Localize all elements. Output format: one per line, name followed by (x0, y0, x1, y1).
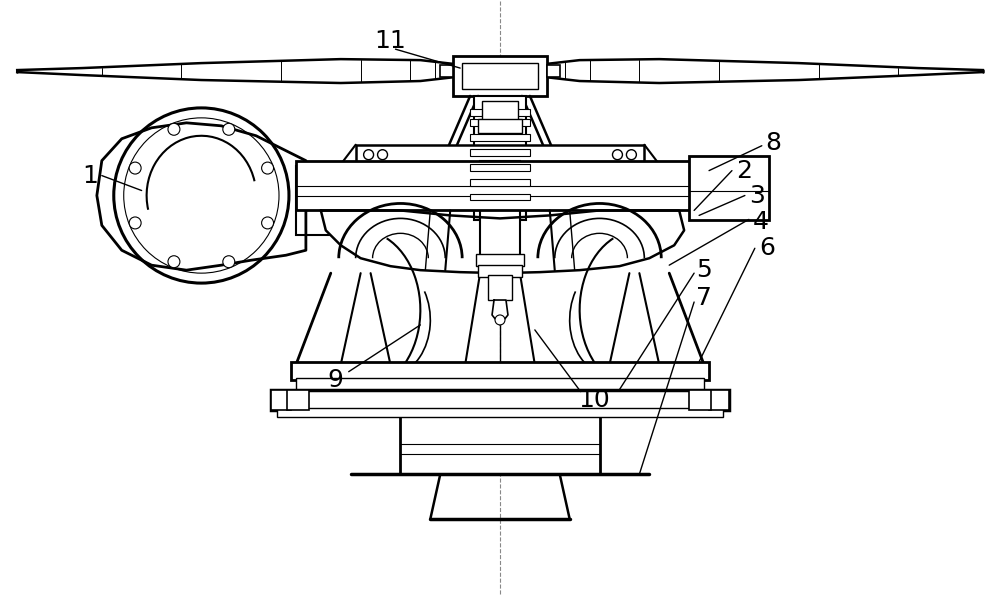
Bar (470, 179, 530, 185)
Bar (470, 134, 530, 141)
Circle shape (223, 123, 235, 135)
Bar (462, 63, 538, 89)
Text: 1: 1 (82, 163, 98, 188)
Bar (296, 160, 704, 210)
Circle shape (129, 162, 141, 174)
Bar (287, 390, 309, 409)
Bar (474, 96, 526, 220)
Bar (482, 101, 518, 121)
Text: 5: 5 (696, 258, 712, 282)
Bar (488, 275, 512, 300)
Bar (470, 149, 530, 156)
Text: 6: 6 (759, 236, 775, 260)
Circle shape (168, 123, 180, 135)
Bar (453, 56, 547, 96)
Bar (478, 265, 522, 277)
Bar (296, 378, 704, 390)
Bar (476, 254, 524, 266)
Bar (356, 145, 644, 165)
Bar (470, 163, 530, 171)
Text: 8: 8 (766, 131, 782, 155)
Bar (478, 119, 522, 133)
Bar (271, 390, 729, 409)
Circle shape (168, 256, 180, 268)
Text: 10: 10 (579, 387, 610, 412)
Circle shape (129, 217, 141, 229)
Text: 11: 11 (375, 29, 406, 53)
Polygon shape (492, 300, 508, 325)
Bar (277, 407, 723, 417)
Text: 4: 4 (753, 210, 769, 234)
Circle shape (612, 149, 622, 160)
Text: 2: 2 (736, 159, 752, 182)
Circle shape (223, 256, 235, 268)
Bar (470, 193, 530, 201)
Bar (480, 160, 520, 260)
Circle shape (378, 149, 388, 160)
Bar (296, 166, 356, 235)
Bar (689, 390, 711, 409)
Circle shape (626, 149, 636, 160)
Bar (470, 119, 530, 126)
Bar (689, 156, 769, 220)
Circle shape (364, 149, 374, 160)
Bar (271, 390, 291, 409)
Bar (470, 109, 530, 116)
Bar (547, 65, 560, 77)
Polygon shape (321, 210, 684, 273)
Text: 3: 3 (749, 184, 765, 207)
Bar (291, 362, 709, 379)
Bar (709, 390, 729, 409)
Circle shape (495, 315, 505, 325)
Text: 7: 7 (696, 286, 712, 310)
Bar (440, 65, 453, 77)
Polygon shape (97, 123, 306, 270)
Circle shape (262, 162, 274, 174)
Circle shape (262, 217, 274, 229)
Text: 9: 9 (328, 368, 344, 392)
Bar (400, 406, 600, 474)
